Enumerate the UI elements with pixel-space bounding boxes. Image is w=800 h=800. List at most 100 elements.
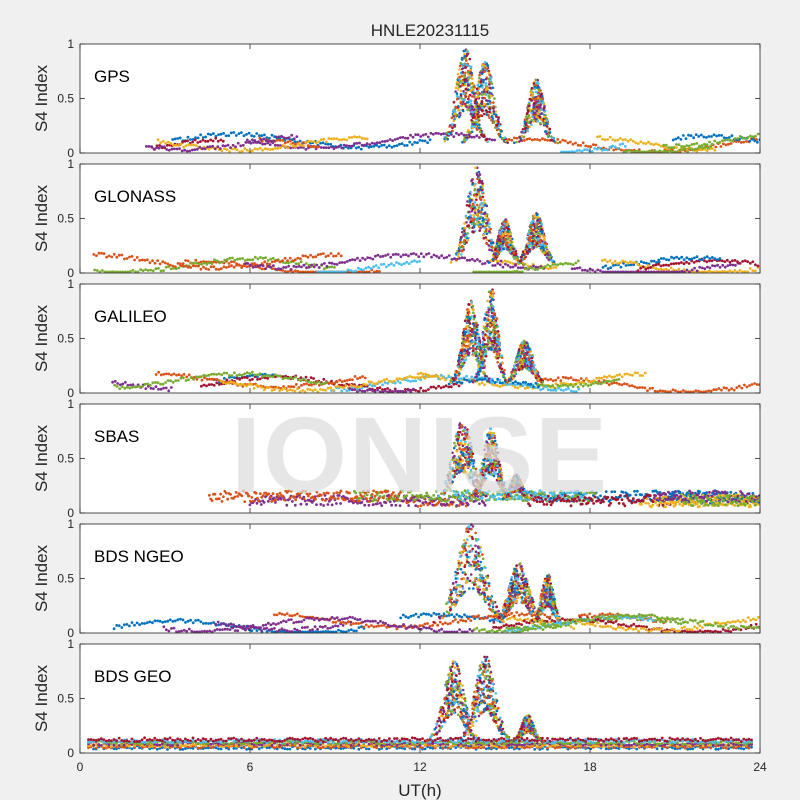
data-point	[201, 147, 204, 151]
data-point	[456, 88, 460, 91]
data-point	[552, 139, 556, 143]
data-point	[455, 131, 458, 135]
data-point	[528, 229, 532, 232]
data-point	[606, 260, 609, 264]
data-point	[136, 270, 140, 274]
data-point	[657, 260, 661, 264]
data-point	[464, 66, 468, 69]
data-point	[361, 389, 364, 393]
data-point	[351, 270, 355, 273]
data-point	[623, 260, 627, 263]
figure-title: HNLE20231115	[371, 21, 489, 40]
data-point	[312, 263, 316, 266]
data-point	[466, 88, 470, 91]
data-point	[683, 270, 686, 274]
data-point	[525, 267, 529, 271]
data-point	[487, 261, 491, 264]
data-point	[720, 388, 723, 392]
data-point	[506, 235, 509, 239]
data-point	[381, 254, 385, 258]
data-point	[572, 378, 575, 382]
data-point	[93, 268, 97, 272]
data-point	[151, 259, 154, 263]
data-point	[516, 266, 520, 270]
data-point	[279, 267, 283, 271]
data-point	[429, 131, 433, 135]
data-point	[370, 141, 374, 145]
data-point	[564, 261, 567, 265]
data-point	[468, 210, 471, 214]
data-point	[393, 138, 397, 141]
data-point	[483, 383, 486, 387]
data-point	[363, 258, 367, 261]
data-point	[523, 250, 527, 254]
data-point	[605, 375, 609, 379]
data-point	[725, 258, 729, 262]
data-point	[294, 262, 298, 266]
data-point	[178, 136, 182, 140]
data-point	[361, 256, 364, 260]
data-point	[705, 136, 708, 139]
data-point	[157, 387, 160, 391]
data-point	[358, 141, 361, 145]
data-point	[355, 390, 359, 394]
data-point	[461, 358, 464, 361]
data-point	[467, 340, 471, 343]
data-point	[299, 270, 302, 274]
data-point	[460, 97, 463, 100]
data-point	[207, 383, 211, 386]
data-point	[501, 374, 505, 377]
data-point	[531, 266, 534, 270]
data-point	[208, 145, 212, 149]
data-point	[324, 146, 328, 150]
data-point	[616, 146, 620, 150]
data-point	[491, 331, 495, 334]
data-point	[519, 367, 523, 371]
data-point	[169, 379, 173, 383]
data-point	[528, 244, 531, 248]
data-point	[305, 382, 308, 386]
data-point	[498, 378, 502, 382]
data-point	[207, 268, 211, 271]
data-point	[280, 388, 284, 391]
data-point	[485, 377, 489, 380]
data-point	[539, 225, 543, 228]
data-point	[486, 216, 489, 220]
data-point	[321, 270, 324, 274]
data-point	[116, 382, 120, 385]
data-point	[100, 269, 104, 272]
data-point	[641, 386, 644, 389]
data-point	[486, 102, 490, 106]
data-point	[664, 146, 668, 150]
data-point	[411, 135, 415, 139]
data-point	[405, 260, 409, 264]
data-point	[527, 114, 531, 117]
data-point	[179, 142, 183, 146]
data-point	[492, 344, 495, 347]
data-point	[157, 146, 161, 150]
data-point	[583, 268, 587, 272]
data-point	[578, 149, 581, 152]
data-point	[597, 379, 601, 383]
data-point	[532, 216, 535, 220]
data-point	[540, 246, 544, 249]
data-point	[722, 142, 725, 146]
data-point	[515, 269, 519, 273]
data-point	[336, 270, 340, 274]
data-point	[285, 389, 289, 392]
data-point	[478, 173, 482, 176]
data-point	[468, 201, 472, 204]
data-point	[381, 388, 384, 391]
data-point	[219, 267, 223, 271]
data-point	[475, 203, 479, 207]
data-point	[169, 267, 173, 271]
data-point	[507, 138, 511, 141]
data-point	[465, 234, 468, 238]
data-point	[579, 382, 583, 386]
data-point	[498, 381, 502, 385]
data-point	[470, 257, 474, 261]
data-point	[466, 232, 470, 235]
data-point	[471, 230, 475, 233]
data-point	[584, 144, 588, 148]
data-point	[463, 239, 466, 242]
